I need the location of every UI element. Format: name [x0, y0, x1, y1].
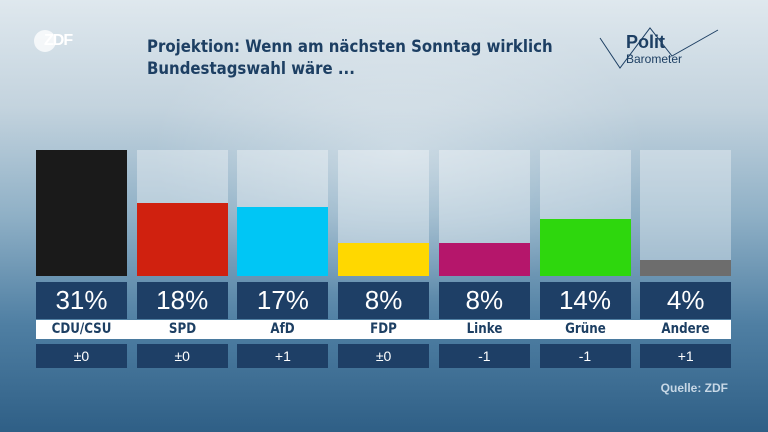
party-label: Andere — [661, 321, 710, 337]
bar-1 — [136, 202, 228, 276]
change-label: ±0 — [36, 344, 127, 368]
party-label: Linke — [466, 321, 503, 337]
party-label: AfD — [270, 321, 296, 337]
zdf-logo: ZDF — [34, 30, 73, 52]
party-label: SPD — [168, 321, 196, 337]
party-label: Grüne — [564, 321, 606, 337]
value-label: 8% — [438, 282, 530, 319]
value-label: 4% — [640, 282, 732, 319]
value-label: 31% — [36, 282, 127, 319]
value-label: 14% — [539, 282, 631, 319]
politbarometer-logo: Polit Barometer — [598, 26, 722, 69]
change-label: -1 — [438, 344, 530, 368]
title-line-2: Bundestagswahl wäre ... — [147, 59, 355, 79]
value-label: 18% — [136, 282, 228, 319]
bar-3 — [338, 243, 430, 276]
bar-2 — [237, 206, 329, 276]
change-label: +1 — [640, 344, 732, 368]
change-label: -1 — [539, 344, 631, 368]
bar-4 — [438, 243, 530, 276]
bar-background — [640, 150, 732, 276]
change-label: +1 — [237, 344, 329, 368]
party-label-strip — [36, 320, 731, 339]
bar-5 — [539, 219, 631, 276]
source-label: Quelle: ZDF — [660, 381, 728, 395]
title-line-1: Projektion: Wenn am nächsten Sonntag wir… — [147, 37, 553, 57]
change-label: ±0 — [136, 344, 228, 368]
party-label: FDP — [370, 321, 397, 337]
chart-title: Projektion: Wenn am nächsten Sonntag wir… — [147, 36, 553, 80]
bar-0 — [36, 150, 127, 276]
bar-6 — [640, 259, 732, 276]
value-label: 17% — [237, 282, 329, 319]
party-label: CDU/CSU — [51, 321, 112, 337]
change-label: ±0 — [338, 344, 430, 368]
value-label: 8% — [338, 282, 430, 319]
